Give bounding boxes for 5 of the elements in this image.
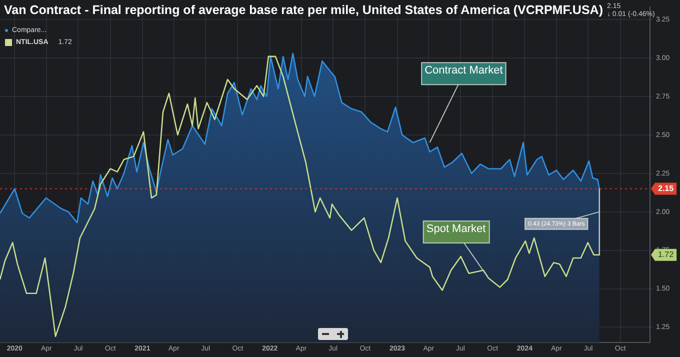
annotation: Contract Market xyxy=(424,64,503,77)
text: 1.72 xyxy=(658,250,674,260)
annotation: Spot Market xyxy=(426,223,486,236)
chart-title: Van Contract - Final reporting of average base rate per mile, United States of America (VCRPMF.USA) xyxy=(4,3,603,17)
ref-line-label: 2.15 xyxy=(658,184,674,193)
